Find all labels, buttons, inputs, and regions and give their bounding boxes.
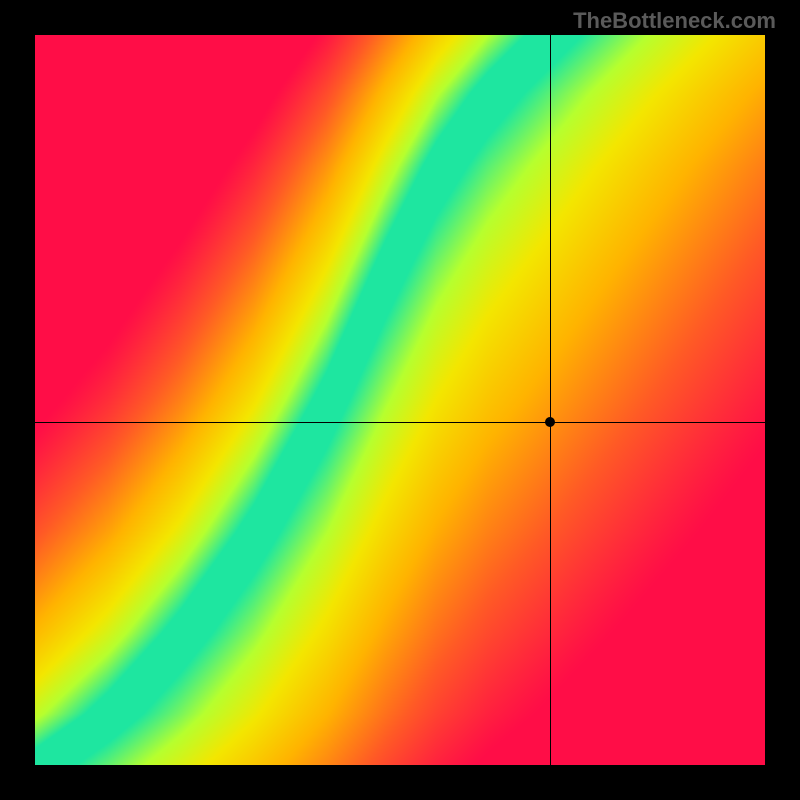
crosshair-vertical [550,35,551,765]
bottleneck-heatmap [35,35,765,765]
plot-area [35,35,765,765]
crosshair-horizontal [35,422,765,423]
watermark-text: TheBottleneck.com [573,8,776,34]
crosshair-marker [545,417,555,427]
